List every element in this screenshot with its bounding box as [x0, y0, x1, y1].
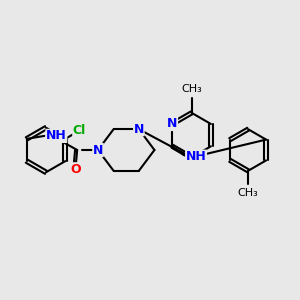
Text: N: N — [167, 118, 178, 130]
Text: NH: NH — [46, 129, 67, 142]
Text: NH: NH — [186, 150, 206, 163]
Text: CH₃: CH₃ — [181, 83, 202, 94]
Text: N: N — [186, 151, 197, 164]
Text: CH₃: CH₃ — [238, 188, 259, 198]
Text: O: O — [70, 163, 81, 176]
Text: N: N — [134, 123, 144, 136]
Text: N: N — [93, 143, 103, 157]
Text: Cl: Cl — [73, 124, 86, 137]
